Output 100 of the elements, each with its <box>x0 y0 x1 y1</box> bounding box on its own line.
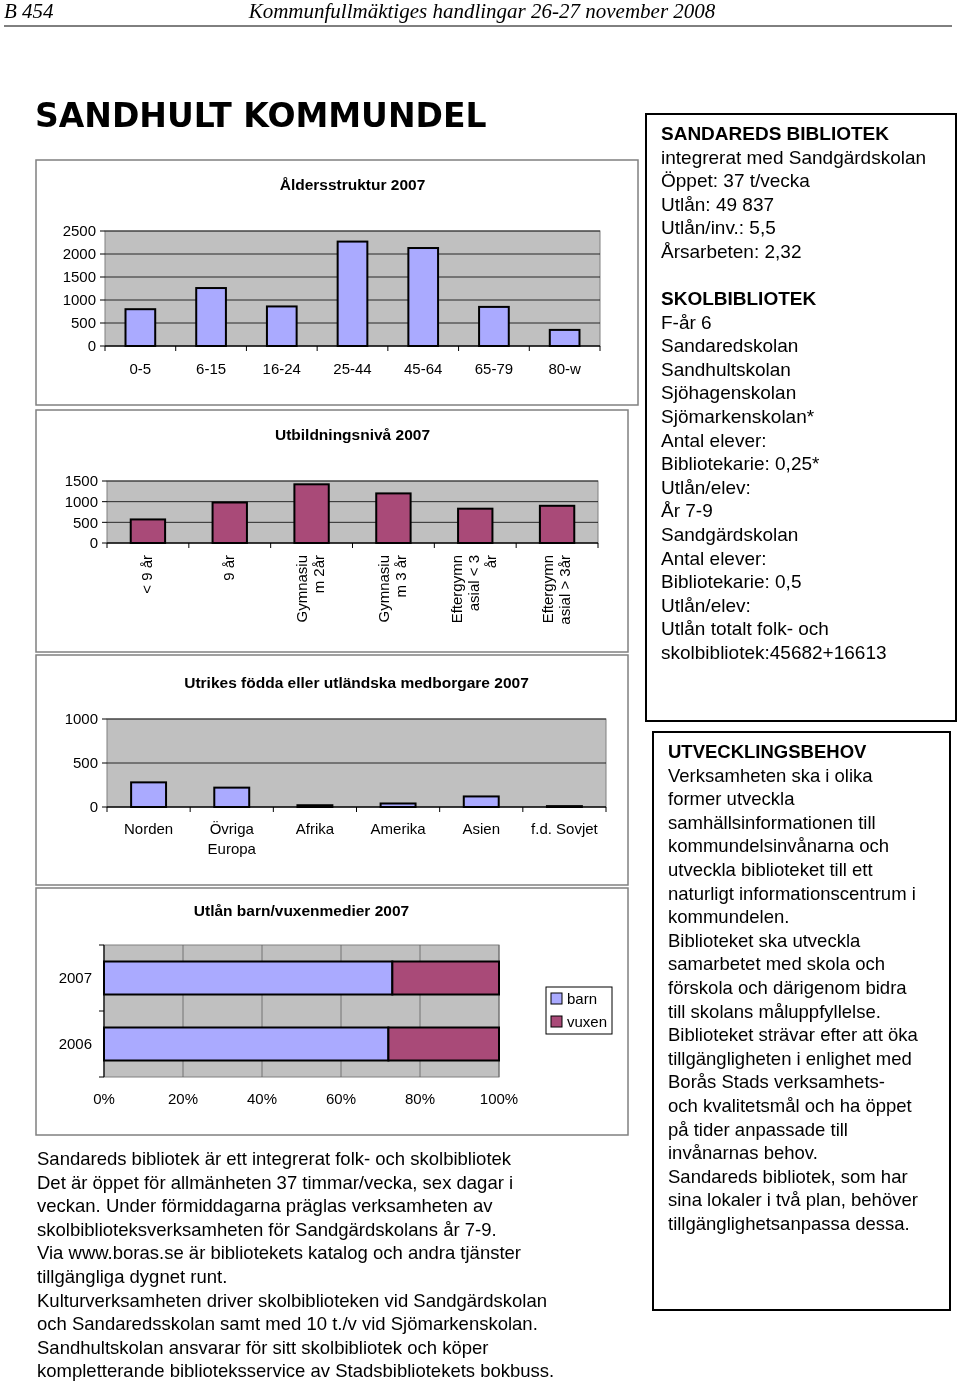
text: Biblioteket strävar efter att öka <box>668 1024 919 1046</box>
text: Det är öppet för allmänheten 37 timmar/vecka, sex dagar i <box>37 1171 514 1193</box>
text: Sandhultskolan <box>661 358 791 380</box>
y-tick-label: 2006 <box>58 1035 92 1053</box>
y-tick-label: 1500 <box>62 268 96 286</box>
text: kompletterande biblioteksservice av Stadsbibliotekets bokbuss. <box>37 1360 555 1382</box>
x-tick-label: 0% <box>93 1090 115 1107</box>
x-tick-label: Norden <box>123 820 174 837</box>
text: invånarnas behov. <box>668 1142 818 1164</box>
text: Biblioteket ska utveckla <box>668 929 861 951</box>
text: Sandhultskolan ansvarar för sitt skolbibliotek och köper <box>37 1336 489 1358</box>
text: till skolans måluppfyllelse. <box>668 1000 881 1022</box>
text: Borås Stads verksamhets- <box>668 1071 885 1093</box>
x-tick-label: 65-79 <box>474 360 514 377</box>
y-tick-label: 1000 <box>64 492 98 510</box>
text: SANDHULT KOMMUNDEL <box>35 96 487 135</box>
x-tick-label: 40% <box>246 1090 278 1107</box>
text: Verksamheten ska i olika <box>668 764 874 786</box>
text: Sandgärdskolan <box>661 524 799 545</box>
text: utveckla biblioteket till ett <box>668 859 873 880</box>
y-tick-label: 1000 <box>64 710 98 728</box>
text: och Sandaredsskolan samt med 10 t./v vid Sjömarkenskolan. <box>37 1313 538 1335</box>
text: Sjöhagenskolan <box>661 382 797 404</box>
text: kommundelsinvånarna och <box>668 835 890 857</box>
text: Öppet: 37 t/vecka <box>661 170 811 192</box>
x-tick-label: Asien <box>462 820 501 837</box>
text: tillgängligheten i enlighet med <box>668 1047 912 1069</box>
text: UTVECKLINGSBEHOV <box>668 741 868 762</box>
text: Bibliotekarie: 0,25* <box>661 453 821 475</box>
y-tick-label: 0 <box>89 534 98 552</box>
text: naturligt informationscentrum i <box>668 882 916 904</box>
x-tick-label: 9 år <box>219 555 237 581</box>
text: Sandareds bibliotek, som har <box>668 1165 908 1187</box>
y-tick-label: 0 <box>89 798 98 816</box>
x-tick-label: Gymnasiu m 3 år <box>374 555 409 623</box>
y-tick-label: 500 <box>72 754 98 772</box>
text: kommundelen. <box>668 906 790 928</box>
y-tick-label: 2000 <box>62 245 96 263</box>
x-tick-label: Afrika <box>295 820 335 837</box>
text: på tider anpassade till <box>668 1118 848 1140</box>
y-tick-label: 0 <box>87 337 96 355</box>
text: F-år 6 <box>661 311 712 333</box>
text: förskola och därigenom bidra <box>668 977 908 998</box>
text: Utlån totalt folk- och <box>661 618 829 640</box>
text: skolbibliotek:45682+16613 <box>661 642 887 663</box>
x-tick-label: Gymnasiu m 2år <box>293 555 328 623</box>
y-tick-label: 500 <box>72 513 98 531</box>
x-tick-label: Eftergymn asial < 3 år <box>448 555 500 624</box>
text: Sandareds bibliotek är ett integrerat folk- och skolbibliotek <box>37 1148 512 1169</box>
text: Sandaredskolan <box>661 335 799 357</box>
text: Utlån/inv.: 5,5 <box>661 217 776 239</box>
text: samarbetet med skola och <box>668 953 885 975</box>
text: skolbiblioteksverksamheten för Sandgärdskolans år 7-9. <box>37 1218 497 1240</box>
y-tick-label: 2007 <box>58 969 92 987</box>
x-tick-label: Amerika <box>370 820 427 837</box>
text: Utlån/elev: <box>661 476 751 498</box>
text: former utveckla <box>668 788 796 810</box>
x-tick-label: 25-44 <box>333 360 372 377</box>
text: Bibliotekarie: 0,5 <box>661 571 802 593</box>
x-tick-label: 16-24 <box>262 360 301 377</box>
text: Kommunfullmäktiges handlingar 26-27 november 2008 <box>247 0 716 23</box>
y-tick-label: 1000 <box>62 291 96 309</box>
text: År 7-9 <box>661 500 713 522</box>
text: Årsarbeten: 2,32 <box>661 241 802 262</box>
text: SKOLBIBLIOTEK <box>661 288 817 309</box>
text: Via www.boras.se är bibliotekets katalog och andra tjänster <box>37 1242 522 1264</box>
text: tillgänglighetsanpassa dessa. <box>668 1213 910 1234</box>
x-tick-label: 80-w <box>548 360 582 377</box>
x-tick-label: 45-64 <box>404 360 443 377</box>
text: SANDAREDS BIBLIOTEK <box>661 123 890 144</box>
text: Utlån/elev: <box>661 594 751 616</box>
x-tick-label: 20% <box>167 1090 199 1107</box>
chart-title: Utrikes födda eller utländska medborgare 2007 <box>184 674 529 691</box>
legend-label: vuxen <box>567 1013 608 1031</box>
text: B 454 <box>4 0 55 23</box>
x-tick-label: 100% <box>479 1090 519 1107</box>
text: sina lokaler i två plan, behöver <box>668 1189 918 1211</box>
x-tick-label: f.d. Sovjet <box>531 820 599 837</box>
text: Kulturverksamheten driver skolbiblioteken vid Sandgärdskolan <box>37 1289 548 1311</box>
text: och kvalitetsmål och ha öppet <box>668 1095 912 1116</box>
x-tick-label: < 9 år <box>137 555 155 594</box>
y-tick-label: 500 <box>70 314 96 332</box>
chart-title: Utlån barn/vuxenmedier 2007 <box>193 902 410 919</box>
chart-title: Utbildningsnivå 2007 <box>274 426 431 443</box>
x-tick-label: 6-15 <box>196 360 227 377</box>
text: samhällsinformationen till <box>668 811 876 833</box>
x-tick-label: Övriga Europa <box>207 820 257 857</box>
text: veckan. Under förmiddagarna präglas verksamheten av <box>37 1195 494 1217</box>
text: tillgängliga dygnet runt. <box>37 1266 228 1287</box>
x-tick-label: 80% <box>404 1090 436 1107</box>
text: Sjömarkenskolan* <box>661 406 815 427</box>
text: integrerat med Sandgärdskolan <box>661 146 927 168</box>
x-tick-label: 60% <box>325 1090 357 1107</box>
legend-label: barn <box>567 990 598 1008</box>
text: Antal elever: <box>661 429 767 451</box>
y-tick-label: 2500 <box>62 222 96 240</box>
text: Utlån: 49 837 <box>661 193 775 215</box>
y-tick-label: 1500 <box>64 472 98 490</box>
x-tick-label: 0-5 <box>129 360 152 377</box>
chart-title: Åldersstruktur 2007 <box>279 176 426 193</box>
